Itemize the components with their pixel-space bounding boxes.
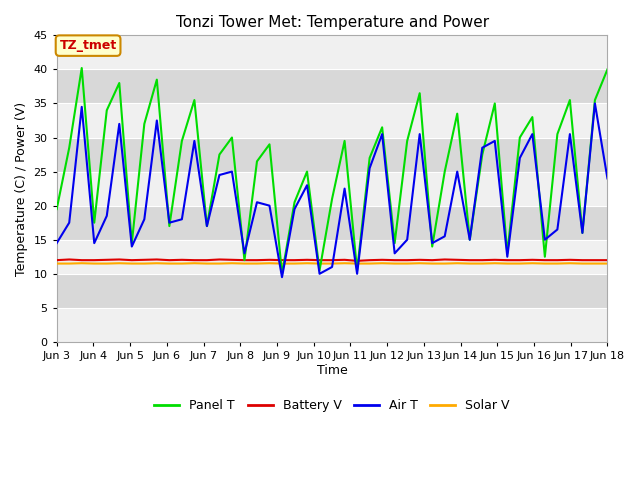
Legend: Panel T, Battery V, Air T, Solar V: Panel T, Battery V, Air T, Solar V <box>149 394 515 417</box>
Bar <box>57 240 607 274</box>
Bar <box>57 171 607 205</box>
Bar <box>57 205 607 240</box>
Y-axis label: Temperature (C) / Power (V): Temperature (C) / Power (V) <box>15 102 28 276</box>
X-axis label: Time: Time <box>317 364 348 377</box>
Bar <box>57 138 607 171</box>
Text: TZ_tmet: TZ_tmet <box>60 39 116 52</box>
Bar <box>57 308 607 342</box>
Title: Tonzi Tower Met: Temperature and Power: Tonzi Tower Met: Temperature and Power <box>175 15 488 30</box>
Bar <box>57 104 607 138</box>
Bar <box>57 274 607 308</box>
Bar <box>57 70 607 104</box>
Bar <box>57 36 607 70</box>
